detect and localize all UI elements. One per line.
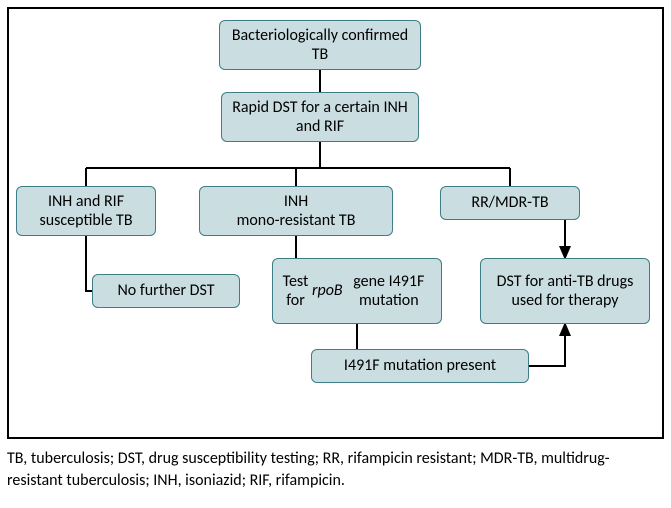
node-n1: Bacteriologically confirmed TB xyxy=(219,20,421,70)
node-n8: DST for anti-TB drugs used for therapy xyxy=(480,258,650,324)
caption-text: TB, tuberculosis; DST, drug susceptibili… xyxy=(7,448,664,491)
node-n5: RR/MDR-TB xyxy=(440,186,580,220)
node-n6: No further DST xyxy=(92,274,240,308)
node-n7: Test for rpoB gene I491F mutation xyxy=(272,258,442,324)
node-n3: INH and RIF susceptible TB xyxy=(16,186,156,236)
node-n4: INHmono-resistant TB xyxy=(199,186,393,236)
node-n2: Rapid DST for a certain INH and RIF xyxy=(221,92,419,142)
node-n9: I491F mutation present xyxy=(311,349,529,383)
